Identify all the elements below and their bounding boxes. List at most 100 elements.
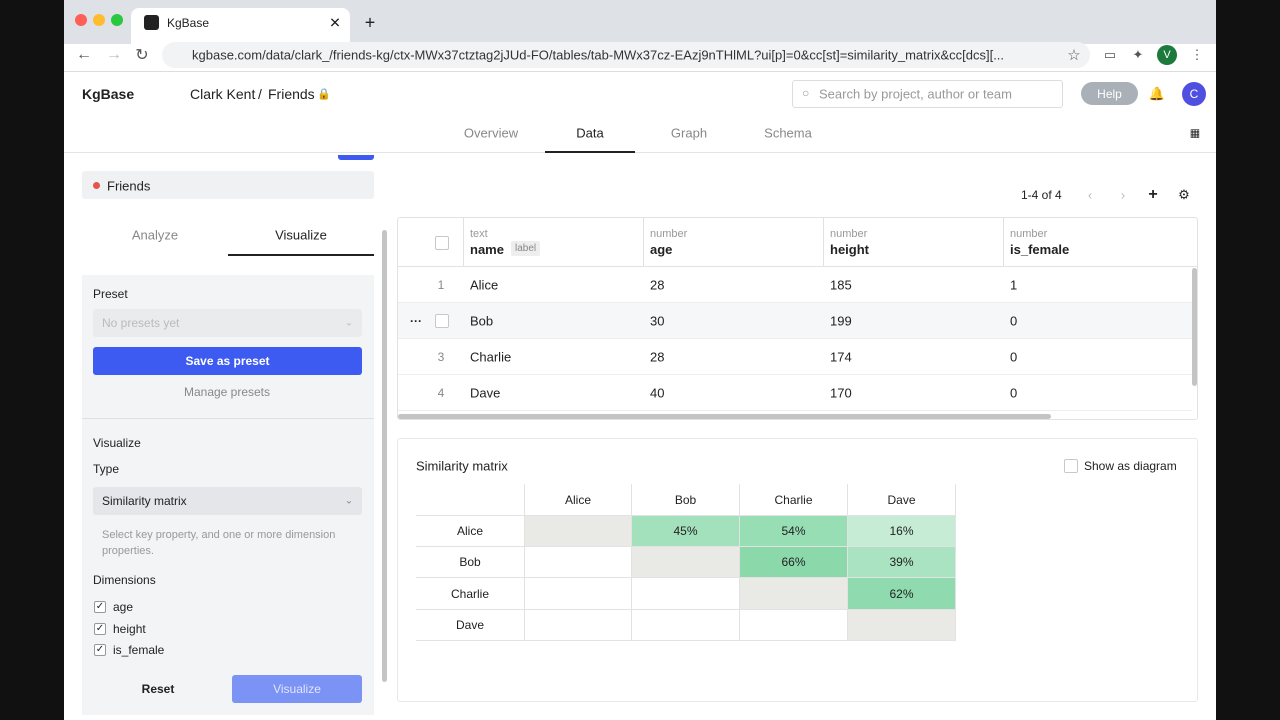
extensions[interactable]: ✦ — [1132, 47, 1144, 62]
column-badge: label — [511, 241, 541, 256]
user[interactable]: Clark Kent — [190, 86, 256, 102]
divider — [82, 418, 374, 419]
maximize-window[interactable] — [111, 14, 123, 26]
prev-page[interactable]: ‹ — [1087, 187, 1093, 203]
search-icon: ○ — [802, 86, 810, 100]
column-name[interactable]: name — [470, 242, 504, 257]
table-cell[interactable]: Dave — [470, 385, 501, 401]
row-number: 3 — [437, 350, 445, 364]
column-name[interactable]: age — [650, 242, 673, 257]
sidebar-tab[interactable]: Analyze — [131, 227, 179, 243]
row[interactable] — [398, 303, 1192, 339]
add-row[interactable]: + — [1148, 186, 1158, 203]
next-page[interactable]: › — [1120, 187, 1126, 203]
diagram-checkbox[interactable] — [1064, 459, 1078, 473]
column-divider — [1003, 218, 1004, 267]
header-checkbox[interactable] — [435, 236, 449, 250]
reload[interactable]: ↻ — [135, 47, 149, 64]
sidebar-tab[interactable]: Visualize — [275, 227, 327, 243]
table-cell[interactable]: 1 — [1010, 277, 1018, 293]
close-window[interactable] — [75, 14, 87, 26]
profile[interactable]: V — [1157, 45, 1177, 65]
project[interactable]: Friends — [268, 86, 315, 102]
table-cell[interactable]: 170 — [830, 385, 852, 401]
favicon — [144, 15, 159, 30]
scroll-indicator — [338, 155, 374, 160]
table-cell[interactable]: Charlie — [470, 349, 512, 365]
card-title: Similarity matrix — [416, 458, 508, 474]
forward[interactable]: → — [106, 46, 122, 63]
manage-presets[interactable]: Manage presets — [183, 385, 271, 399]
help-button[interactable]: Help — [1081, 82, 1138, 105]
browser-window: KgBase ✕ + ← → ↻ kgbase.com/data/clark_/… — [64, 0, 1216, 720]
matrix-cell — [525, 547, 632, 578]
vertical-scrollbar — [1192, 268, 1197, 386]
table-cell[interactable]: 40 — [650, 385, 665, 401]
matrix-cell — [740, 610, 848, 641]
preset-select[interactable] — [93, 309, 362, 337]
bookmark[interactable]: ☆ — [1067, 47, 1081, 64]
reset-button[interactable]: Reset — [141, 682, 175, 696]
matrix-cell — [632, 547, 740, 578]
row-menu[interactable]: ··· — [410, 314, 422, 328]
tab-close[interactable]: ✕ — [329, 14, 341, 31]
back[interactable]: ← — [76, 46, 92, 63]
url: kgbase.com/data/clark_/friends-kg/ctx-MW… — [192, 47, 1005, 63]
tab-title: KgBase — [167, 16, 210, 30]
cast[interactable]: ▭ — [1103, 47, 1117, 62]
table-cell[interactable]: 174 — [830, 349, 852, 365]
type-label: Type — [93, 462, 120, 476]
table-cell[interactable]: Bob — [470, 313, 494, 329]
column-name[interactable]: height — [830, 242, 869, 257]
table-settings[interactable]: ⚙ — [1178, 187, 1190, 202]
matrix-column-label: Dave — [848, 484, 956, 516]
visualize-button[interactable]: Visualize — [232, 675, 362, 703]
similarity-card: Similarity matrix Show as diagram Alice Ali… — [397, 438, 1198, 702]
new-tab[interactable]: + — [364, 12, 376, 33]
search-box[interactable] — [792, 80, 1063, 108]
layout-toggle[interactable]: ▦ — [1189, 127, 1201, 140]
active-tab-underline — [545, 151, 635, 153]
column-name[interactable]: is_female — [1010, 242, 1070, 257]
browser-tab[interactable] — [131, 8, 350, 44]
nav-border — [64, 152, 1216, 153]
table-cell[interactable]: 185 — [830, 277, 852, 293]
nav-tab[interactable]: Schema — [764, 125, 812, 141]
table-chip[interactable] — [82, 171, 374, 199]
nav-tab[interactable]: Data — [576, 125, 604, 141]
visualize-label: Visualize — [273, 682, 321, 696]
minimize-window[interactable] — [93, 14, 105, 26]
type-select[interactable] — [93, 487, 362, 515]
matrix-cell: 16% — [848, 516, 956, 547]
column-type: number — [650, 228, 688, 240]
dimension-checkbox[interactable]: ✓ — [94, 644, 106, 656]
notifications[interactable]: 🔔 — [1148, 86, 1166, 101]
save-preset-button[interactable]: Save as preset — [93, 347, 362, 375]
account-avatar[interactable]: C — [1182, 82, 1206, 106]
matrix-cell — [632, 578, 740, 610]
menu[interactable]: ⋮ — [1190, 47, 1204, 62]
row-checkbox[interactable] — [435, 314, 449, 328]
dimension-checkbox[interactable]: ✓ — [94, 622, 106, 635]
nav-tab[interactable]: Graph — [670, 125, 708, 141]
row[interactable] — [398, 339, 1192, 375]
matrix-cell — [525, 610, 632, 641]
table-cell[interactable]: 0 — [1010, 349, 1018, 365]
table-cell[interactable]: 28 — [650, 277, 665, 293]
table-cell[interactable]: 28 — [650, 349, 665, 365]
diagram-label[interactable]: Show as diagram — [1084, 459, 1177, 473]
table-cell[interactable]: Alice — [470, 277, 499, 293]
row[interactable] — [398, 267, 1192, 303]
logo[interactable]: KgBase — [82, 86, 135, 102]
nav-tab[interactable]: Overview — [463, 125, 519, 141]
dimension-label: height — [113, 621, 146, 636]
row[interactable] — [398, 375, 1192, 411]
table-cell[interactable]: 0 — [1010, 313, 1018, 329]
matrix-row-label: Alice — [416, 516, 525, 547]
url-field[interactable] — [162, 42, 1090, 68]
table-cell[interactable]: 30 — [650, 313, 665, 329]
table-cell[interactable]: 199 — [830, 313, 852, 329]
dimension-checkbox[interactable]: ✓ — [94, 601, 106, 613]
table-cell[interactable]: 0 — [1010, 385, 1018, 401]
